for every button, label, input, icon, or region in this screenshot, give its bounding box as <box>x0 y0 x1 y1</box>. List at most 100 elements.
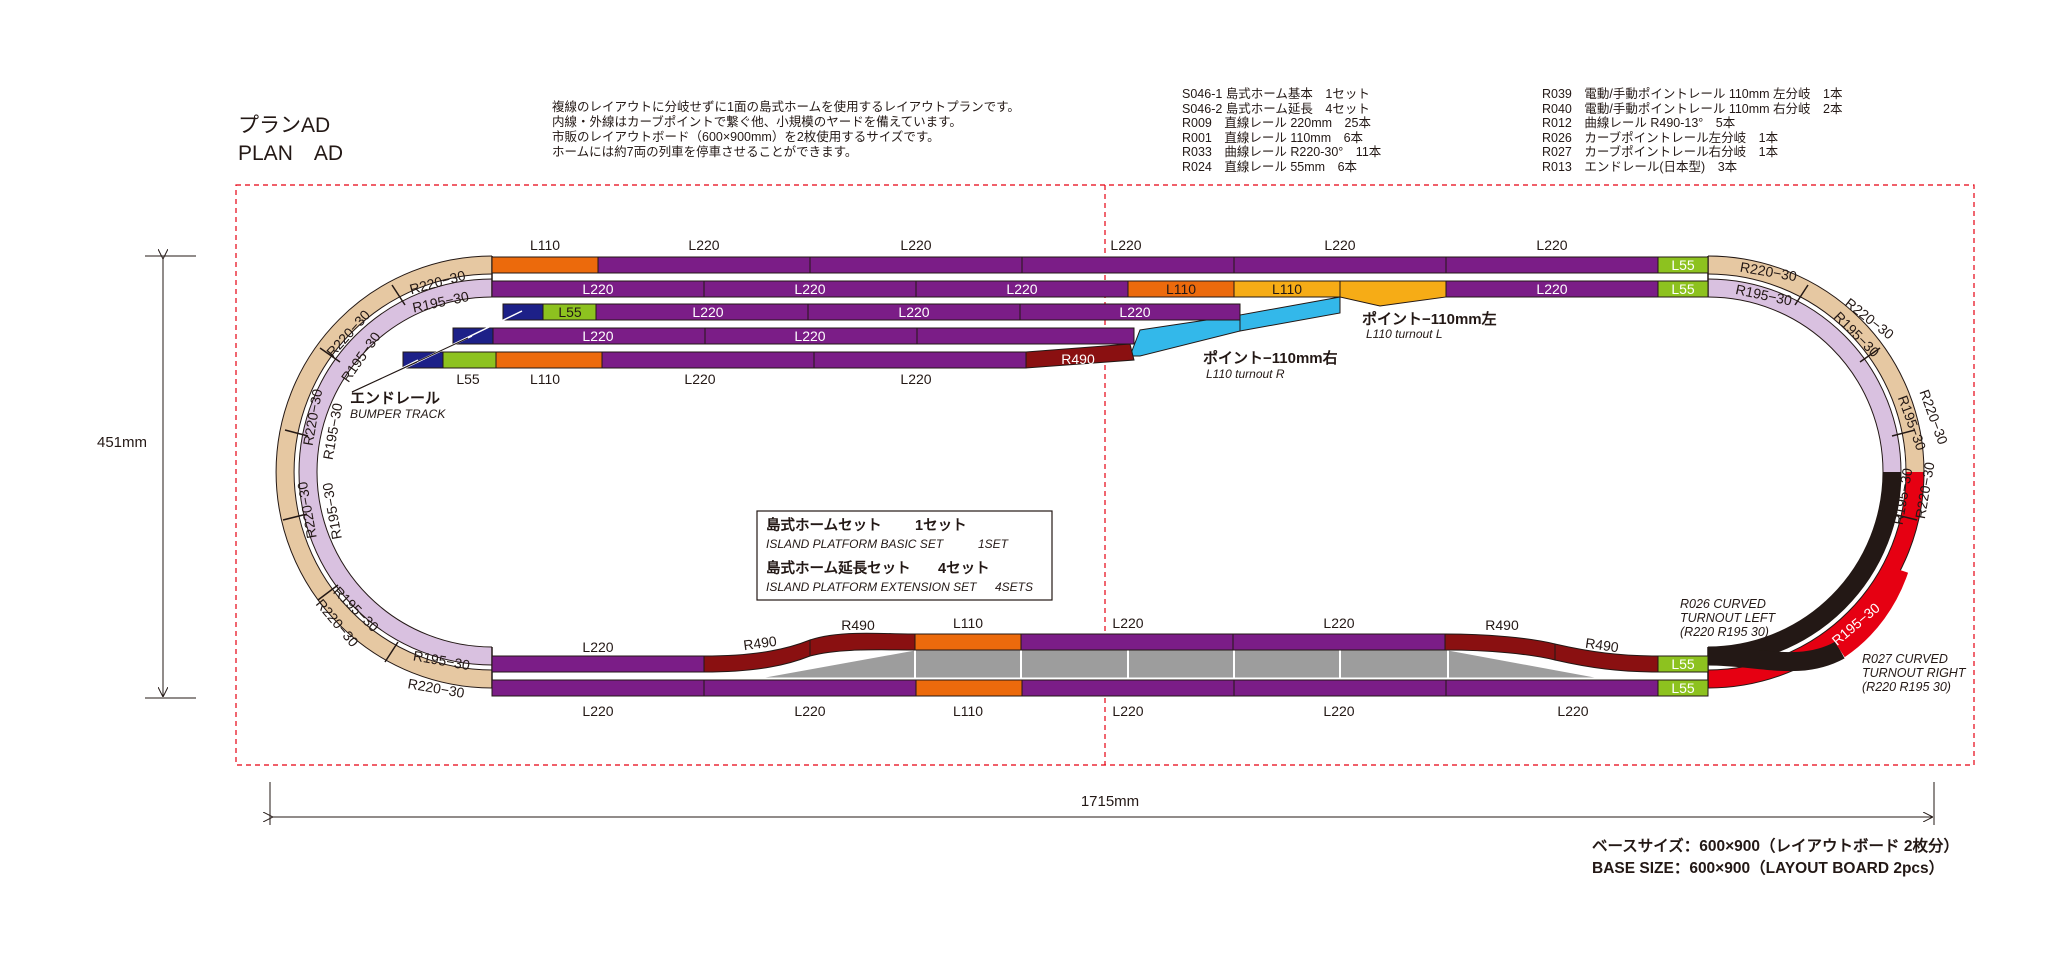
label: L220 <box>794 281 825 297</box>
turnout-left-branch <box>1239 296 1341 332</box>
label: L110 <box>953 703 983 719</box>
label: L55 <box>1671 656 1695 672</box>
bottom-inner-line <box>491 632 1709 673</box>
bottom-green-labels: L55 L55 <box>1671 656 1695 696</box>
label: R490 <box>841 617 875 633</box>
bumper-label-en: BUMPER TRACK <box>350 407 446 421</box>
yard-track-2 <box>452 327 1135 345</box>
platform-legend: 島式ホームセット 1セット ISLAND PLATFORM BASIC SET … <box>756 510 1053 601</box>
label: L55 <box>1671 257 1695 273</box>
label: L220 <box>1324 237 1355 253</box>
platform <box>759 649 1601 679</box>
width-label: 1715mm <box>1081 793 1139 810</box>
label: L220 <box>684 371 715 387</box>
label: L220 <box>794 328 825 344</box>
r027-label-3: (R220 R195 30) <box>1862 680 1951 694</box>
label: L55 <box>1671 281 1695 297</box>
plan-title-jp: プランAD <box>238 114 331 137</box>
parts-item: R001 直線レール 110mm 6本 <box>1182 130 1364 145</box>
label: L55 <box>1671 680 1695 696</box>
label: L220 <box>900 371 931 387</box>
turnout-left-label-en: L110 turnout L <box>1366 327 1443 341</box>
label: L220 <box>582 639 613 655</box>
label: L110 <box>1166 281 1196 297</box>
top-inner-line <box>491 280 1709 307</box>
plan-description: 複線のレイアウトに分岐せずに1面の島式ホームを使用するレイアウトプランです。 内… <box>552 100 1020 160</box>
top-inner-labels: L220 L220 L220 L110 L110 L220 L55 L55 L5… <box>558 257 1695 367</box>
curve-ticks <box>282 256 1918 688</box>
parts-item: R024 直線レール 55mm 6本 <box>1182 159 1358 174</box>
label: L220 <box>1323 703 1354 719</box>
base-size: ベースサイズ：600×900（レイアウトボード 2枚分） BASE SIZE：6… <box>1592 836 1959 880</box>
base-size-jp: ベースサイズ：600×900（レイアウトボード 2枚分） <box>1592 838 1959 855</box>
label: L220 <box>898 304 929 320</box>
description-line: 市販のレイアウトボード（600×900mm）を2枚使用するサイズです。 <box>552 130 940 144</box>
label: L220 <box>582 328 613 344</box>
label: L220 <box>1006 281 1037 297</box>
label: L55 <box>456 371 480 387</box>
turnout-left-label: ポイント−110mm左 <box>1362 310 1497 328</box>
description-line: 内線・外線はカーブポイントで繋ぐ他、小規模のヤードを備えています。 <box>552 115 962 129</box>
label: L220 <box>1112 615 1143 631</box>
description-line: 複線のレイアウトに分岐せずに1面の島式ホームを使用するレイアウトプランです。 <box>552 100 1020 114</box>
annotations: ポイント−110mm右 L110 turnout R ポイント−110mm左 L… <box>350 310 1967 694</box>
crossover-track <box>1707 641 1845 672</box>
label: L220 <box>900 237 931 253</box>
label: L220 <box>1119 304 1150 320</box>
plan-title-en: PLAN AD <box>238 142 344 165</box>
width-dimension: 1715mm <box>270 782 1935 825</box>
label: L110 <box>1272 281 1302 297</box>
parts-item: R033 曲線レール R220-30° 11本 <box>1182 145 1382 160</box>
label: R490 <box>1485 617 1519 633</box>
bottom-outer-line <box>491 679 1709 697</box>
label: R490 <box>1061 351 1095 367</box>
label: L110 <box>953 615 983 631</box>
bumper-pointers-outline <box>351 337 469 393</box>
parts-item: R012 曲線レール R490-13° 5本 <box>1542 116 1736 131</box>
parts-list-1: S046-1 島式ホーム基本 1セット S046-2 島式ホーム延長 4セット … <box>1182 87 1381 175</box>
top-outer-line <box>491 256 1709 274</box>
parts-item: S046-2 島式ホーム延長 4セット <box>1182 101 1370 116</box>
label: L220 <box>1557 703 1588 719</box>
label: L220 <box>1536 281 1567 297</box>
r027-label-1: R027 CURVED <box>1862 652 1948 666</box>
yard-track-1 <box>502 303 1241 321</box>
label: L220 <box>582 281 613 297</box>
label: R490 <box>742 633 778 654</box>
base-size-en: BASE SIZE：600×900（LAYOUT BOARD 2pcs） <box>1592 860 1945 877</box>
inner-left-curve <box>299 279 493 665</box>
bottom-labels: L220 R490 R490 L110 L220 L220 R490 R490 … <box>582 615 1619 719</box>
bumper-label: エンドレール <box>350 390 440 407</box>
label: L220 <box>1110 237 1141 253</box>
legend-ext-en: ISLAND PLATFORM EXTENSION SET <box>766 580 978 594</box>
yard-bottom-labels: L55 L110 L220 L220 <box>456 371 931 387</box>
label: L220 <box>692 304 723 320</box>
label: L220 <box>688 237 719 253</box>
parts-item: R039 電動/手動ポイントレール 110mm 左分岐 1本 <box>1542 87 1843 101</box>
r026-label-1: R026 CURVED <box>1680 597 1766 611</box>
crossover-track-red <box>1835 567 1909 658</box>
parts-item: R013 エンドレール(日本型) 3本 <box>1542 159 1738 174</box>
parts-item: R040 電動/手動ポイントレール 110mm 右分岐 2本 <box>1542 101 1843 116</box>
turnout-right <box>1129 314 1241 357</box>
plan-title: プランAD PLAN AD <box>238 112 343 168</box>
label: R490 <box>1584 635 1620 656</box>
top-labels: L110 L220 L220 L220 L220 L220 <box>530 237 1568 253</box>
yard-track-3 <box>402 343 1135 369</box>
label: L220 <box>1536 237 1567 253</box>
label: L110 <box>530 237 560 253</box>
label: L110 <box>530 371 560 387</box>
r027-label-2: TURNOUT RIGHT <box>1862 666 1967 680</box>
label: L220 <box>1323 615 1354 631</box>
legend-basic-count-en: 1SET <box>978 537 1010 551</box>
parts-item: R009 直線レール 220mm 25本 <box>1182 116 1371 131</box>
r026-label-2: TURNOUT LEFT <box>1680 611 1777 625</box>
legend-ext-count-en: 4SETS <box>995 580 1033 594</box>
outer-right-curve <box>1707 256 1924 473</box>
parts-item: S046-1 島式ホーム基本 1セット <box>1182 87 1370 101</box>
legend-basic-en: ISLAND PLATFORM BASIC SET <box>766 537 945 551</box>
legend-ext-jp: 島式ホーム延長セット <box>766 559 911 577</box>
height-label: 451mm <box>97 434 147 451</box>
legend-basic-count-jp: 1セット <box>915 517 967 534</box>
